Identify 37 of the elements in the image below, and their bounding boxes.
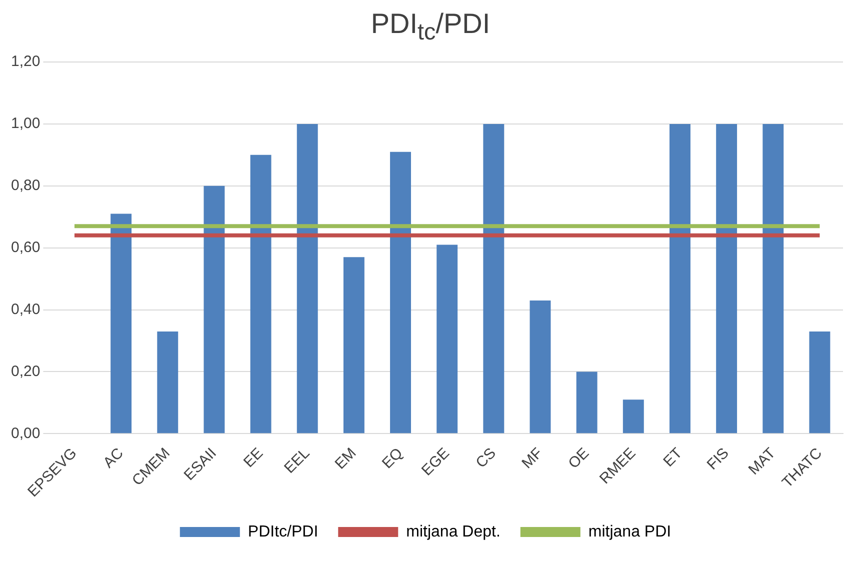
x-tick-label: ET [660,444,686,470]
x-tick-label: MF [518,444,546,472]
y-tick-label: 0,80 [10,176,40,194]
bar [762,124,784,433]
bar [809,331,830,433]
y-tick-label: 0,20 [10,362,40,380]
bar [530,300,551,433]
x-tick-label: EQ [378,444,406,472]
bar [204,185,225,433]
x-tick-label: AC [100,444,127,472]
bar [716,124,738,433]
bar [343,256,364,433]
bar [436,244,458,433]
bar [670,124,690,433]
bar [483,124,504,433]
bar [110,213,132,433]
y-tick-label: 0,60 [10,238,40,256]
legend-label: mitjana PDI [588,523,672,540]
legend-label: PDItc/PDI [248,523,318,540]
x-tick-label: FIS [704,444,732,473]
bar [576,371,598,433]
y-tick-label: 0,40 [10,300,40,318]
x-tick-label: EEL [281,444,314,476]
bar [296,124,318,433]
bar [157,331,178,433]
bar [250,154,272,433]
x-tick-label: EE [240,444,267,471]
x-tick-label: EM [332,444,360,472]
y-tick-label: 0,00 [10,424,40,442]
bar [622,399,644,433]
chart-title: PDI$_{tc}$/PDI [370,8,492,46]
bar [390,151,411,433]
x-tick-label: OE [565,444,593,472]
y-tick-label: 1,00 [10,114,40,132]
x-tick-label: CS [472,444,500,472]
y-tick-label: 1,20 [10,52,40,70]
legend-label: mitjana Dept. [406,523,500,540]
